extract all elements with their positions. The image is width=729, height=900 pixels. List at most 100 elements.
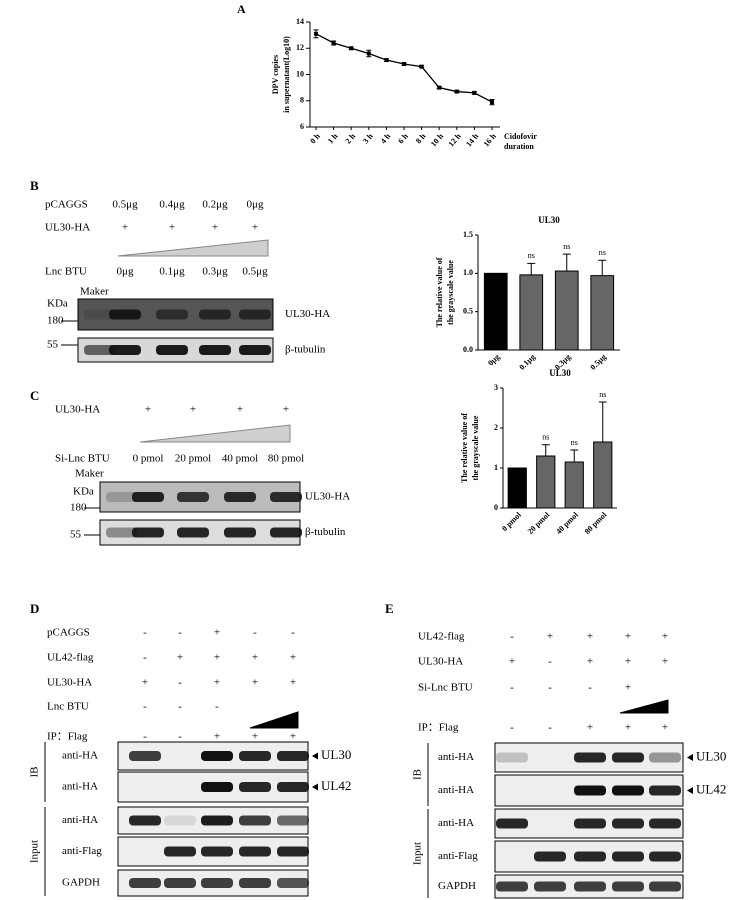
row-cell: + bbox=[290, 731, 296, 743]
row-cell: - bbox=[143, 731, 147, 743]
row-cell: - bbox=[510, 722, 514, 734]
row-cell: + bbox=[252, 731, 258, 743]
row-label: Si-Lnc BTU bbox=[418, 682, 473, 694]
group-label: IB bbox=[29, 767, 41, 778]
band bbox=[132, 492, 164, 502]
arrowhead bbox=[312, 752, 318, 760]
y-tick-label: 0.0 bbox=[463, 345, 473, 354]
x-tick-label: 0μg bbox=[486, 352, 501, 367]
band bbox=[496, 752, 528, 763]
ladder-label: Maker bbox=[75, 468, 104, 480]
band bbox=[239, 782, 271, 792]
band bbox=[84, 345, 116, 355]
x-axis-label: duration bbox=[504, 142, 534, 151]
ladder-unit: KDa bbox=[73, 486, 94, 498]
antibody-label: anti-Flag bbox=[438, 850, 478, 862]
ladder-marker: 180 bbox=[70, 502, 87, 514]
ladder-marker: 55 bbox=[47, 339, 59, 351]
band bbox=[277, 846, 309, 857]
antibody-label: anti-HA bbox=[62, 814, 98, 826]
bar bbox=[519, 274, 544, 351]
row-cell: 80 pmol bbox=[268, 453, 304, 465]
row-cell: - bbox=[510, 682, 514, 694]
row-cell: + bbox=[212, 222, 218, 234]
band bbox=[177, 527, 209, 538]
x-tick-label: 40 pmol bbox=[554, 510, 580, 536]
row-cell: - bbox=[291, 627, 295, 639]
band bbox=[574, 752, 606, 763]
y-tick-label: 1.0 bbox=[463, 268, 473, 277]
band bbox=[239, 878, 271, 888]
band bbox=[239, 345, 271, 355]
data-point bbox=[349, 46, 354, 51]
data-point bbox=[472, 90, 477, 95]
band bbox=[129, 815, 161, 826]
data-point bbox=[402, 62, 406, 66]
wedge bbox=[117, 239, 269, 257]
band bbox=[156, 345, 188, 355]
band bbox=[612, 851, 644, 862]
antibody-label: anti-HA bbox=[438, 784, 474, 796]
row-cell: - bbox=[143, 627, 147, 639]
band bbox=[177, 492, 209, 502]
wedge bbox=[619, 699, 669, 714]
x-tick-label: 12 h bbox=[447, 131, 464, 148]
band bbox=[649, 851, 681, 862]
chart-title: UL30 bbox=[538, 215, 560, 225]
row-cell: + bbox=[587, 722, 593, 734]
row-cell: + bbox=[662, 722, 668, 734]
row-cell: 0.5μg bbox=[242, 266, 268, 278]
y-axis-label: in supernatant(Log10) bbox=[282, 36, 291, 113]
y-tick-label: 1 bbox=[494, 463, 498, 472]
target-label: UL30 bbox=[696, 748, 726, 763]
band bbox=[574, 785, 606, 796]
band bbox=[129, 751, 161, 761]
x-tick-label: 3 h bbox=[361, 131, 375, 145]
antibody-label: anti-HA bbox=[62, 781, 98, 793]
band bbox=[199, 309, 231, 320]
bar bbox=[507, 467, 527, 509]
band bbox=[277, 751, 309, 761]
data-point bbox=[437, 85, 442, 90]
row-cell: + bbox=[252, 652, 258, 664]
row-cell: 0.3μg bbox=[202, 266, 228, 278]
band bbox=[574, 881, 606, 892]
data-point bbox=[331, 41, 336, 45]
y-tick-label: 2 bbox=[494, 423, 498, 432]
band bbox=[84, 309, 116, 320]
x-tick-label: 4 h bbox=[379, 131, 393, 145]
arrowhead bbox=[687, 754, 693, 761]
band-label: UL30-HA bbox=[305, 491, 350, 503]
band bbox=[612, 881, 644, 892]
row-label: UL42-flag bbox=[47, 652, 94, 664]
row-cell: - bbox=[143, 701, 147, 713]
annotation: ns bbox=[528, 251, 535, 260]
row-cell: + bbox=[214, 652, 220, 664]
row-label: UL30-HA bbox=[45, 222, 90, 234]
arrowhead bbox=[312, 783, 318, 791]
target-label: UL42 bbox=[321, 778, 351, 793]
annotation: ns bbox=[542, 433, 549, 442]
error-bar bbox=[541, 444, 550, 456]
row-cell: 0μg bbox=[117, 266, 134, 278]
row-label: IP：Flag bbox=[47, 731, 88, 743]
annotation: ns bbox=[599, 248, 606, 257]
row-cell: 0.4μg bbox=[159, 199, 185, 211]
x-tick-label: 0 h bbox=[308, 131, 322, 145]
band bbox=[224, 527, 256, 538]
data-point bbox=[384, 58, 389, 63]
band bbox=[199, 345, 231, 355]
row-cell: - bbox=[178, 677, 182, 689]
band bbox=[109, 345, 141, 355]
row-cell: - bbox=[253, 627, 257, 639]
row-label: pCAGGS bbox=[45, 199, 88, 211]
band bbox=[106, 527, 138, 538]
band bbox=[201, 815, 233, 826]
antibody-label: anti-HA bbox=[438, 751, 474, 763]
band bbox=[649, 818, 681, 829]
group-label: IB bbox=[412, 769, 424, 780]
y-axis-label: DPV copies bbox=[271, 55, 280, 94]
group-label: Input bbox=[29, 840, 41, 863]
data-line bbox=[315, 33, 493, 103]
